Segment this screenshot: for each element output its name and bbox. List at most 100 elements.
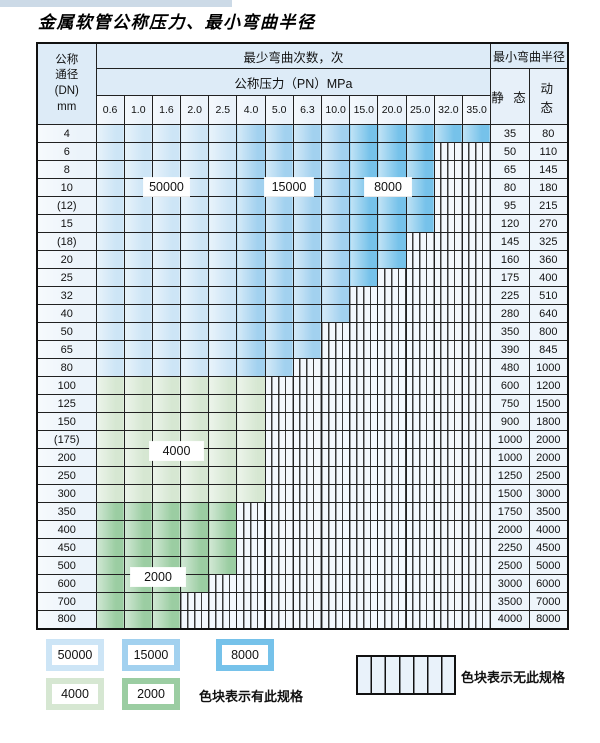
spec-cell	[320, 214, 351, 233]
no-spec-cell	[320, 322, 351, 341]
spec-cell	[236, 466, 266, 485]
spec-cell	[264, 160, 294, 179]
dynamic-radius-cell: 2000	[528, 430, 569, 449]
no-spec-cell	[461, 430, 492, 449]
spec-cell	[208, 376, 238, 395]
spec-cell	[405, 178, 435, 197]
no-spec-cell	[349, 502, 379, 521]
spec-cell	[180, 160, 210, 179]
spec-cell	[292, 214, 323, 233]
dynamic-radius-cell: 325	[528, 232, 569, 251]
dynamic-radius-cell: 845	[528, 340, 569, 359]
spec-cell	[123, 376, 153, 395]
spec-cell	[208, 268, 238, 287]
no-spec-cell	[405, 610, 435, 629]
no-spec-cell	[377, 376, 407, 395]
pressure-tick: 2.0	[180, 95, 210, 125]
static-radius-cell: 120	[490, 214, 530, 233]
no-spec-cell	[264, 556, 294, 575]
legend-swatch-label: 8000	[222, 645, 268, 665]
no-spec-cell	[461, 502, 492, 521]
dn-cell: 50	[36, 322, 97, 341]
no-spec-cell	[264, 502, 294, 521]
static-radius-cell: 480	[490, 358, 530, 377]
no-spec-cell	[320, 520, 351, 539]
dn-cell: 700	[36, 592, 97, 611]
table-row: 600 3000 6000	[36, 574, 569, 593]
spec-cell	[151, 394, 182, 413]
table-row: 40 280 640	[36, 304, 569, 323]
spec-cell	[208, 484, 238, 503]
spec-cell	[349, 124, 379, 143]
no-spec-cell	[320, 484, 351, 503]
table-row: 20 160 360	[36, 250, 569, 269]
spec-cell	[180, 340, 210, 359]
static-radius-cell: 350	[490, 322, 530, 341]
spec-cell	[151, 160, 182, 179]
no-spec-cell	[461, 376, 492, 395]
no-spec-cell	[461, 412, 492, 431]
table-row: (18) 145 325	[36, 232, 569, 251]
legend-swatch-8000: 8000	[216, 639, 274, 671]
dynamic-radius-cell: 800	[528, 322, 569, 341]
cycles-label-4000: 4000	[150, 442, 203, 460]
no-spec-cell	[461, 232, 492, 251]
dn-cell: 200	[36, 448, 97, 467]
spec-cell	[123, 340, 153, 359]
spec-cell	[208, 232, 238, 251]
spec-cell	[123, 358, 153, 377]
cycles-label-8000: 8000	[365, 178, 411, 196]
no-spec-cell	[320, 358, 351, 377]
no-spec-cell	[433, 574, 463, 593]
no-spec-cell	[377, 610, 407, 629]
dn-cell: (18)	[36, 232, 97, 251]
no-spec-cell	[349, 538, 379, 557]
dn-cell: 65	[36, 340, 97, 359]
spec-cell	[236, 358, 266, 377]
spec-cell	[180, 268, 210, 287]
spec-cell	[95, 160, 125, 179]
spec-cell	[320, 142, 351, 161]
table-row: (12) 95 215	[36, 196, 569, 215]
static-radius-cell: 225	[490, 286, 530, 305]
spec-cell	[180, 142, 210, 161]
spec-cell	[123, 142, 153, 161]
header-bend-cycles: 最少弯曲次数，次	[95, 42, 492, 69]
static-radius-cell: 750	[490, 394, 530, 413]
spec-cell	[123, 484, 153, 503]
static-radius-cell: 80	[490, 178, 530, 197]
static-radius-cell: 1000	[490, 448, 530, 467]
spec-cell	[349, 142, 379, 161]
no-spec-cell	[461, 214, 492, 233]
spec-cell	[236, 304, 266, 323]
no-spec-cell	[377, 412, 407, 431]
no-spec-cell	[433, 592, 463, 611]
pressure-tick: 10.0	[320, 95, 351, 125]
no-spec-cell	[349, 358, 379, 377]
top-strip-decoration	[0, 0, 232, 7]
no-spec-cell	[236, 592, 266, 611]
dn-cell: (12)	[36, 196, 97, 215]
table-row: 150 900 1800	[36, 412, 569, 431]
no-spec-cell	[377, 520, 407, 539]
header-dn-line: (DN)	[54, 85, 79, 97]
no-spec-cell	[208, 610, 238, 629]
spec-cell	[292, 196, 323, 215]
no-spec-cell	[461, 304, 492, 323]
no-spec-cell	[292, 520, 323, 539]
spec-cell	[208, 502, 238, 521]
no-spec-cell	[320, 592, 351, 611]
no-spec-cell	[377, 484, 407, 503]
spec-cell	[151, 214, 182, 233]
spec-cell	[292, 142, 323, 161]
no-spec-cell	[264, 484, 294, 503]
no-spec-cell	[349, 556, 379, 575]
spec-cell	[236, 160, 266, 179]
dn-cell: 15	[36, 214, 97, 233]
spec-cell	[208, 214, 238, 233]
table-row: 25 175 400	[36, 268, 569, 287]
header-min-bend-radius: 最小弯曲半径	[490, 42, 569, 69]
spec-cell	[264, 250, 294, 269]
spec-cell	[151, 412, 182, 431]
table-row: 500 2500 5000	[36, 556, 569, 575]
